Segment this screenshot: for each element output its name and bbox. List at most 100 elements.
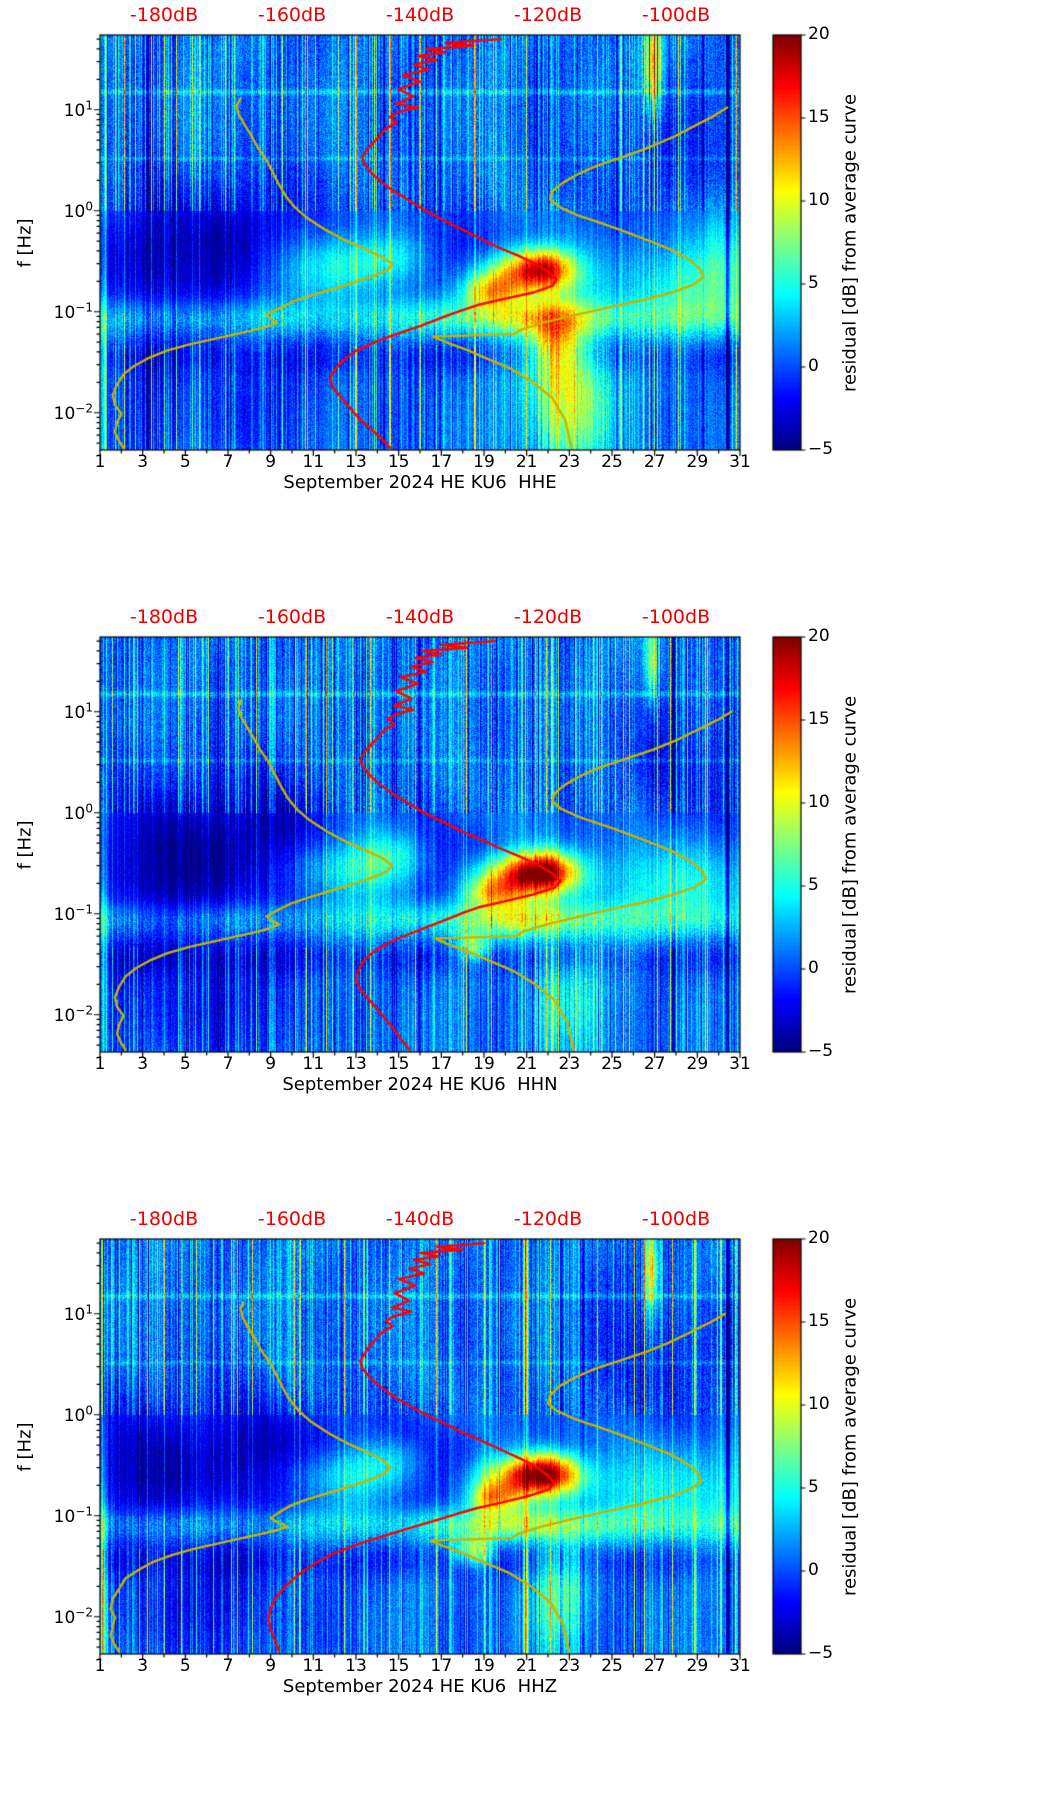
x-tick-label: 23	[558, 1656, 581, 1676]
y-tick-label: 101	[63, 699, 93, 723]
x-tick-label: 31	[729, 1054, 751, 1074]
colorbar-tick-label: 15	[808, 709, 830, 730]
colorbar-tick-label: 5	[808, 1477, 819, 1498]
colorbar-tick-label: 20	[808, 24, 830, 45]
top-db-label: -120dB	[513, 606, 583, 628]
y-tick-label: 10−1	[53, 1503, 93, 1527]
x-tick-label: 31	[729, 452, 751, 472]
x-tick-label: 29	[686, 1656, 709, 1676]
x-tick-label: 27	[643, 1054, 666, 1074]
x-tick-label: 15	[387, 1656, 410, 1676]
colorbar-tick-label: 10	[808, 1394, 830, 1415]
x-tick-label: 17	[430, 1656, 453, 1676]
y-tick-label: 100	[63, 800, 93, 824]
top-db-label: -160dB	[257, 606, 327, 628]
colorbar-tick-label: 15	[808, 107, 830, 128]
x-tick-label: 31	[729, 1656, 751, 1676]
top-db-label: -180dB	[129, 606, 199, 628]
colorbar-tick-label: 10	[808, 792, 830, 813]
spectrogram-canvas-hhz	[0, 1204, 1052, 1806]
colorbar-tick-label: 0	[808, 356, 819, 377]
x-axis-label: September 2024 HE KU6 HHN	[282, 1074, 558, 1095]
y-tick-label: 10−2	[53, 1604, 93, 1628]
x-axis-label: September 2024 HE KU6 HHE	[283, 472, 557, 493]
x-tick-label: 17	[430, 1054, 453, 1074]
x-axis-label: September 2024 HE KU6 HHZ	[282, 1676, 558, 1697]
y-tick-label: 10−2	[53, 400, 93, 424]
y-axis-label: f [Hz]	[14, 218, 36, 268]
colorbar-tick-label: 5	[808, 875, 819, 896]
x-tick-label: 19	[473, 1656, 495, 1676]
x-tick-label: 3	[137, 452, 149, 472]
panel-hhn: -180dB -160dB -140dB -120dB -100dB 101 100 10−…	[0, 602, 1052, 1204]
y-tick-label: 10−1	[53, 299, 93, 323]
colorbar-tick-label: −5	[808, 439, 834, 460]
x-tick-label: 29	[686, 452, 709, 472]
colorbar-label: residual [dB] from average curve	[839, 93, 861, 393]
x-tick-label: 5	[179, 1054, 191, 1074]
top-db-label: -100dB	[641, 606, 711, 628]
y-tick-label: 10−1	[53, 901, 93, 925]
colorbar-tick-label: 10	[808, 190, 830, 211]
colorbar-label: residual [dB] from average curve	[839, 1297, 861, 1597]
colorbar-tick-label: −5	[808, 1041, 834, 1062]
colorbar-tick-label: 15	[808, 1311, 830, 1332]
y-tick-label: 10−2	[53, 1002, 93, 1026]
x-tick-label: 11	[302, 1656, 325, 1676]
x-tick-label: 29	[686, 1054, 709, 1074]
colorbar-tick-label: 5	[808, 273, 819, 294]
top-db-label: -140dB	[385, 606, 455, 628]
x-tick-label: 1	[94, 452, 106, 472]
y-tick-label: 100	[63, 198, 93, 222]
colorbar-label: residual [dB] from average curve	[839, 695, 861, 995]
x-tick-label: 25	[601, 452, 623, 472]
x-tick-label: 21	[515, 1054, 538, 1074]
spectrogram-canvas-hhe	[0, 0, 1052, 602]
y-axis-label: f [Hz]	[14, 1422, 36, 1472]
x-tick-label: 11	[302, 1054, 325, 1074]
spectrogram-canvas-hhn	[0, 602, 1052, 1204]
y-tick-label: 100	[63, 1402, 93, 1426]
x-tick-label: 25	[601, 1656, 623, 1676]
y-tick-label: 101	[63, 97, 93, 121]
top-db-label: -100dB	[641, 4, 711, 26]
top-db-label: -120dB	[513, 1208, 583, 1230]
y-tick-label: 101	[63, 1301, 93, 1325]
x-tick-label: 13	[345, 1656, 367, 1676]
x-tick-label: 5	[179, 1656, 191, 1676]
x-tick-label: 21	[515, 452, 538, 472]
x-tick-label: 27	[643, 1656, 666, 1676]
x-tick-label: 19	[473, 452, 495, 472]
x-tick-label: 19	[473, 1054, 495, 1074]
panel-hhz: -180dB -160dB -140dB -120dB -100dB 101 100 10−…	[0, 1204, 1052, 1806]
colorbar-tick-label: 20	[808, 1228, 830, 1249]
x-tick-label: 23	[558, 452, 581, 472]
x-tick-label: 17	[430, 452, 453, 472]
top-db-label: -140dB	[385, 1208, 455, 1230]
x-tick-label: 3	[137, 1656, 149, 1676]
colorbar-tick-label: 0	[808, 958, 819, 979]
top-db-label: -180dB	[129, 1208, 199, 1230]
panel-hhe: -180dB -160dB -140dB -120dB -100dB 101 100 10−…	[0, 0, 1052, 602]
x-tick-label: 15	[387, 1054, 410, 1074]
x-tick-label: 11	[302, 452, 325, 472]
x-tick-label: 23	[558, 1054, 581, 1074]
top-db-label: -180dB	[129, 4, 199, 26]
x-tick-label: 13	[345, 452, 367, 472]
top-db-label: -100dB	[641, 1208, 711, 1230]
x-tick-label: 1	[94, 1656, 106, 1676]
x-tick-label: 7	[222, 1656, 234, 1676]
colorbar-tick-label: 20	[808, 626, 830, 647]
x-tick-label: 7	[222, 452, 234, 472]
x-tick-label: 13	[345, 1054, 367, 1074]
x-tick-label: 27	[643, 452, 666, 472]
y-axis-label: f [Hz]	[14, 820, 36, 870]
colorbar-tick-label: 0	[808, 1560, 819, 1581]
top-db-label: -120dB	[513, 4, 583, 26]
x-tick-label: 21	[515, 1656, 538, 1676]
x-tick-label: 7	[222, 1054, 234, 1074]
colorbar-tick-label: −5	[808, 1643, 834, 1664]
x-tick-label: 25	[601, 1054, 623, 1074]
x-tick-label: 9	[265, 1656, 277, 1676]
